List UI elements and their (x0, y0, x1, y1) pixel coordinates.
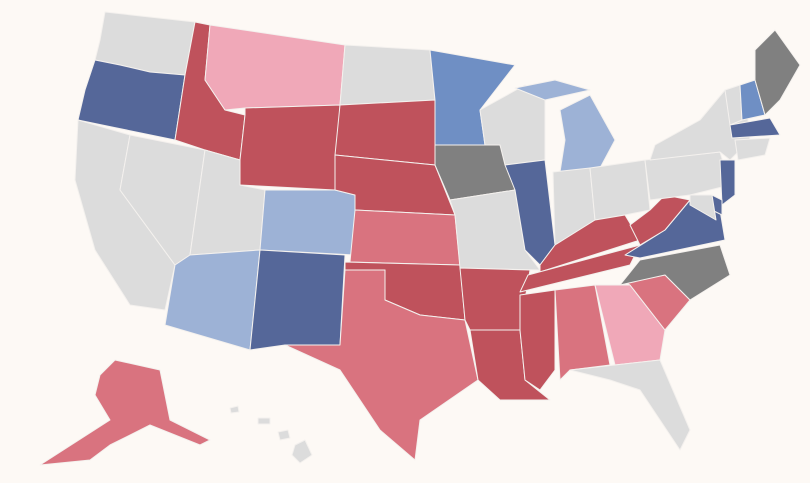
state (284, 269, 479, 461)
state (754, 29, 801, 116)
state (277, 429, 291, 441)
state (334, 99, 436, 166)
state (519, 289, 556, 391)
state (589, 159, 651, 221)
states (39, 11, 801, 466)
state (339, 44, 436, 106)
state (619, 244, 731, 301)
state (229, 405, 240, 414)
state (239, 104, 341, 191)
state (249, 249, 346, 351)
state (39, 359, 211, 466)
state (257, 417, 271, 425)
state (569, 359, 691, 451)
state (719, 159, 736, 206)
state (594, 284, 666, 366)
state (519, 244, 641, 293)
state (349, 209, 461, 266)
state (514, 79, 591, 101)
state (164, 249, 261, 351)
state (259, 189, 356, 256)
state (729, 117, 781, 139)
state (734, 137, 771, 161)
state (291, 439, 313, 464)
state (689, 194, 717, 221)
